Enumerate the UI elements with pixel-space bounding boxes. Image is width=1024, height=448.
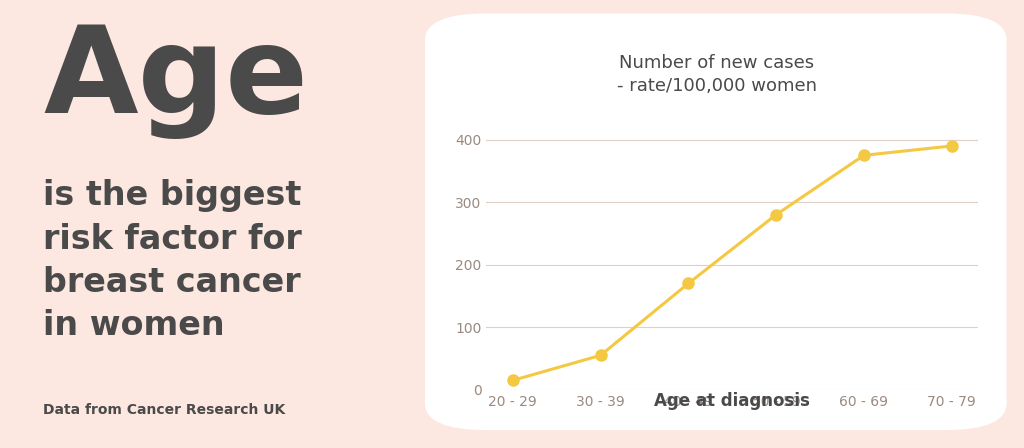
Text: Data from Cancer Research UK: Data from Cancer Research UK [43, 403, 286, 417]
Text: Age: Age [43, 22, 308, 139]
Text: is the biggest
risk factor for
breast cancer
in women: is the biggest risk factor for breast ca… [43, 179, 302, 342]
Text: Number of new cases
- rate/100,000 women: Number of new cases - rate/100,000 women [616, 54, 817, 95]
Text: Age at diagnosis: Age at diagnosis [654, 392, 810, 410]
